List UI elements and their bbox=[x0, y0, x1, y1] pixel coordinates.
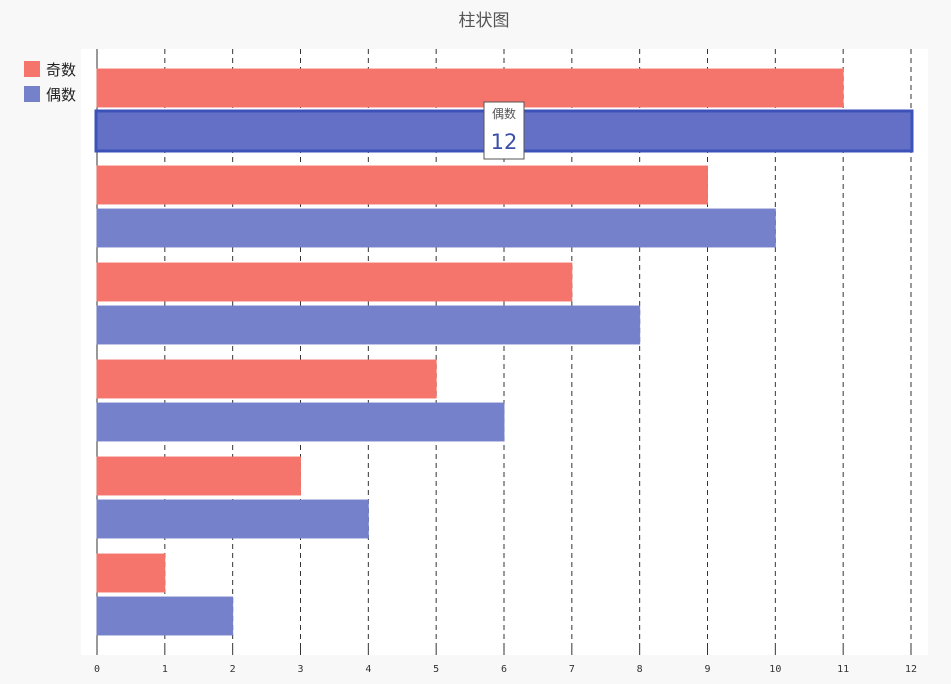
tooltip-box bbox=[483, 101, 525, 160]
x-tick-label-2: 2 bbox=[230, 664, 236, 675]
legend-swatch-odd bbox=[24, 61, 40, 77]
x-tick-label-12: 12 bbox=[905, 664, 917, 675]
tooltip-label: 偶数 bbox=[492, 106, 516, 121]
tooltip: 偶数 12 bbox=[483, 101, 525, 160]
legend-label-odd: 奇数 bbox=[46, 61, 76, 79]
x-tick-label-1: 1 bbox=[162, 664, 168, 675]
legend-swatch-even bbox=[24, 86, 40, 102]
x-tick-label-9: 9 bbox=[704, 664, 710, 675]
bar-even-6[interactable] bbox=[96, 402, 505, 442]
x-axis: 0 1 2 3 4 5 6 7 8 9 10 11 12 bbox=[94, 645, 917, 675]
tooltip-value: 12 bbox=[491, 130, 518, 154]
bar-even-2[interactable] bbox=[96, 596, 234, 636]
bar-odd-7[interactable] bbox=[96, 262, 573, 302]
x-tick-label-5: 5 bbox=[433, 664, 439, 675]
bar-odd-1[interactable] bbox=[96, 553, 166, 593]
chart-title: 柱状图 bbox=[459, 11, 510, 31]
bar-even-10[interactable] bbox=[96, 208, 776, 248]
bar-even-4[interactable] bbox=[96, 499, 369, 539]
legend: 奇数 偶数 bbox=[24, 61, 76, 104]
legend-label-even: 偶数 bbox=[46, 86, 76, 104]
bar-odd-3[interactable] bbox=[96, 456, 301, 496]
x-tick-label-0: 0 bbox=[94, 664, 100, 675]
bar-odd-5[interactable] bbox=[96, 359, 437, 399]
legend-item-odd[interactable]: 奇数 bbox=[24, 61, 76, 79]
bar-odd-9[interactable] bbox=[96, 165, 708, 205]
bar-even-8[interactable] bbox=[96, 305, 641, 345]
bar-odd-11[interactable] bbox=[96, 68, 844, 108]
x-tick-label-4: 4 bbox=[365, 664, 371, 675]
x-tick-label-11: 11 bbox=[837, 664, 849, 675]
x-tick-label-6: 6 bbox=[501, 664, 507, 675]
x-tick-label-10: 10 bbox=[769, 664, 781, 675]
x-tick-label-8: 8 bbox=[637, 664, 643, 675]
legend-item-even[interactable]: 偶数 bbox=[24, 86, 76, 104]
x-tick-label-7: 7 bbox=[569, 664, 575, 675]
x-tick-label-3: 3 bbox=[297, 664, 303, 675]
